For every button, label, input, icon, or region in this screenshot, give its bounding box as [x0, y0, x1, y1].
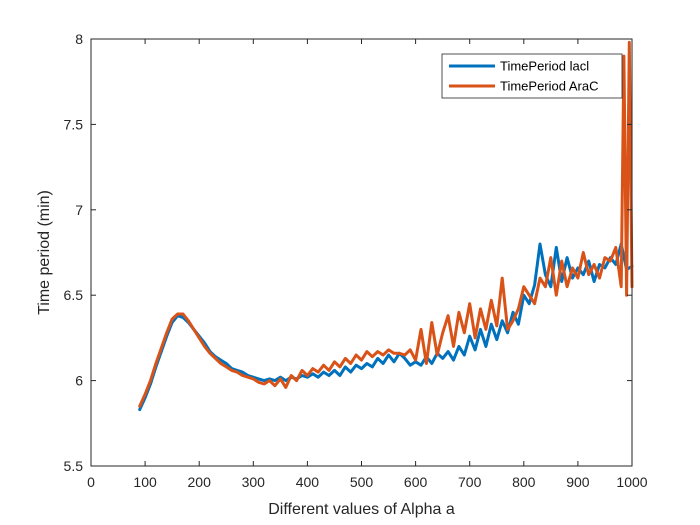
y-tick-label: 7 [75, 202, 83, 218]
series-line-0 [138, 242, 634, 412]
y-tick-label: 7.5 [64, 116, 84, 132]
x-tick-label: 800 [512, 474, 536, 490]
y-tick-label: 6.5 [64, 287, 84, 303]
axes-layer: 0 100 200 300 400 500 600 700 800 900 1000 5.5 6 6.5 7… [64, 31, 648, 490]
x-tick-label: 400 [296, 474, 320, 490]
x-tick-label: 500 [350, 474, 374, 490]
x-tick-label: 1000 [616, 474, 647, 490]
x-tick-label: 0 [87, 474, 95, 490]
y-axis-label: Time period (min) [36, 190, 53, 315]
x-tick-label: 600 [404, 474, 428, 490]
x-tick-label: 200 [188, 474, 212, 490]
y-tick-label: 6 [75, 373, 83, 389]
series-layer [138, 40, 634, 412]
legend-label-lacl: TimePeriod lacl [500, 59, 589, 74]
legend-box [441, 53, 623, 99]
plot-area [91, 39, 632, 466]
legend-label-arac: TimePeriod AraC [500, 79, 599, 94]
x-tick-label: 300 [242, 474, 266, 490]
x-tick-label: 100 [133, 474, 157, 490]
y-tick-label: 5.5 [64, 458, 84, 474]
x-tick-label: 700 [458, 474, 482, 490]
x-axis-label: Different values of Alpha a [268, 501, 455, 518]
y-tick-label: 8 [75, 31, 83, 47]
x-tick-label: 900 [566, 474, 590, 490]
series-line-1 [138, 40, 634, 408]
legend: TimePeriod lacl TimePeriod AraC [441, 53, 623, 99]
